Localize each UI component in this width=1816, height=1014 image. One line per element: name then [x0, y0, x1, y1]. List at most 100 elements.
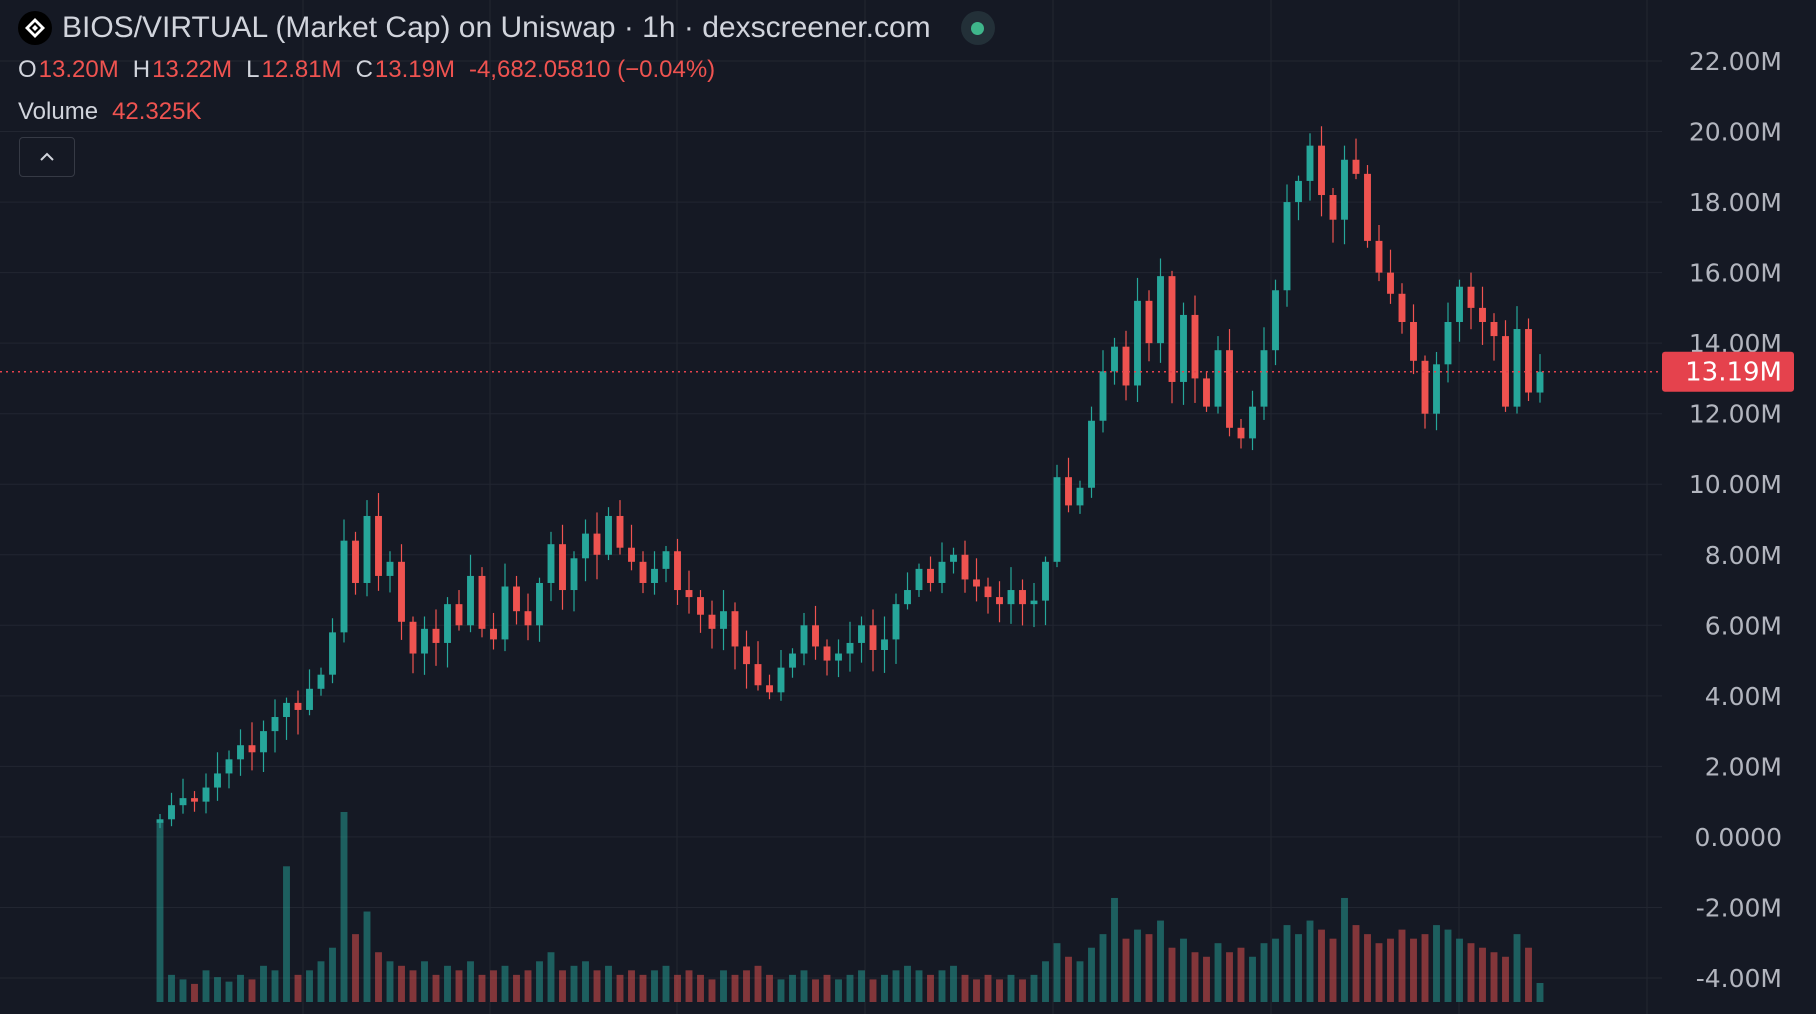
volume-bar — [582, 961, 589, 1002]
volume-bar — [720, 970, 727, 1002]
volume-bar — [1341, 897, 1348, 1002]
candle-body — [1272, 290, 1279, 351]
volume-bar — [363, 911, 371, 1002]
volume-bar — [156, 821, 164, 1002]
y-tick-label: 10.00M — [1689, 470, 1782, 499]
volume-bar — [294, 974, 302, 1002]
y-tick-label: 18.00M — [1689, 188, 1782, 217]
volume-bar — [938, 970, 946, 1002]
candle-body — [858, 625, 865, 643]
volume-bar — [915, 970, 923, 1002]
volume-bar — [708, 979, 716, 1002]
candle-body — [892, 604, 900, 640]
candle-body — [1456, 286, 1463, 322]
volume-bar — [904, 965, 911, 1002]
volume-bar — [1065, 956, 1072, 1002]
candle-body — [1306, 145, 1314, 181]
volume-bar — [1007, 974, 1015, 1002]
candle-body — [812, 625, 819, 647]
candle-body — [743, 646, 750, 665]
candle-body — [996, 597, 1003, 605]
candle-body — [398, 561, 405, 622]
y-tick-label: 2.00M — [1705, 752, 1782, 781]
candle-body — [1490, 321, 1498, 337]
volume-bar — [1525, 947, 1532, 1002]
candle-body — [1364, 173, 1371, 241]
volume-bar — [754, 965, 762, 1002]
low-key: L — [246, 56, 260, 83]
volume-bar — [927, 974, 934, 1002]
volume-bar — [1191, 952, 1199, 1002]
volume-bar — [685, 970, 693, 1002]
volume-bar — [1134, 929, 1141, 1002]
candle-body — [513, 586, 520, 612]
candle-body — [1145, 300, 1153, 344]
close-key: C — [355, 56, 373, 83]
volume-bar — [1456, 938, 1463, 1002]
volume-bar — [1306, 920, 1314, 1002]
candle-body — [1157, 276, 1164, 344]
candle-body — [984, 586, 992, 598]
candle-body — [1088, 420, 1095, 488]
candle-body — [1283, 202, 1291, 291]
volume-bar — [168, 974, 175, 1002]
candle-body — [846, 642, 854, 654]
candle-body — [317, 674, 325, 689]
candle-body — [455, 604, 463, 626]
volume-bar — [570, 965, 578, 1002]
volume-bar — [881, 974, 888, 1002]
volume-bar — [674, 974, 681, 1002]
volume-bar — [823, 974, 831, 1002]
volume-bar — [1111, 897, 1118, 1002]
volume-bar — [973, 979, 980, 1002]
volume-bar — [398, 965, 405, 1002]
volume-bar — [1260, 943, 1268, 1002]
candle-body — [1513, 329, 1521, 407]
candle-body — [904, 590, 911, 605]
volume-bar — [375, 952, 382, 1002]
open-value: 13.20M — [38, 56, 119, 83]
candle-body — [662, 551, 670, 569]
y-tick-label: 22.00M — [1689, 47, 1782, 76]
candle-body — [1318, 145, 1325, 196]
candle-body — [225, 759, 233, 774]
volume-bar — [1214, 943, 1222, 1002]
candle-body — [1076, 487, 1084, 506]
candle-body — [800, 625, 808, 654]
candle-body — [593, 533, 601, 555]
volume-bar — [202, 970, 210, 1002]
price-axis[interactable]: 22.00M20.00M18.00M16.00M14.00M12.00M10.0… — [1689, 47, 1782, 993]
y-tick-label: 8.00M — [1705, 541, 1782, 570]
candle-body — [1019, 590, 1026, 605]
candle-body — [1053, 477, 1061, 562]
candle-body — [651, 568, 658, 583]
candle-body — [375, 515, 382, 576]
volume-bar — [524, 970, 532, 1002]
volume-bar — [950, 965, 957, 1002]
candle-body — [1007, 590, 1015, 605]
candle-body — [754, 664, 762, 686]
candle-body — [1122, 346, 1130, 386]
volume-bar — [271, 970, 279, 1002]
volume-bar — [697, 974, 704, 1002]
volume-bar — [478, 974, 486, 1002]
candle-body — [1398, 293, 1406, 322]
candle-body — [1260, 350, 1268, 407]
volume-bar — [432, 974, 440, 1002]
candle-body — [1203, 378, 1210, 407]
candle-body — [605, 515, 612, 555]
candle-body — [271, 717, 279, 732]
collapse-legend-button[interactable] — [19, 137, 75, 177]
volume-bar — [1168, 947, 1176, 1002]
candle-body — [1249, 406, 1256, 439]
volume-bar — [225, 981, 233, 1002]
volume-bar — [1444, 929, 1452, 1002]
candle-body — [1099, 371, 1107, 421]
volume-bar — [1180, 938, 1187, 1002]
candle-body — [1421, 360, 1429, 414]
volume-bar — [1203, 956, 1210, 1002]
candle-body — [835, 653, 842, 661]
candle-body — [156, 819, 164, 823]
volume-bar — [260, 965, 267, 1002]
